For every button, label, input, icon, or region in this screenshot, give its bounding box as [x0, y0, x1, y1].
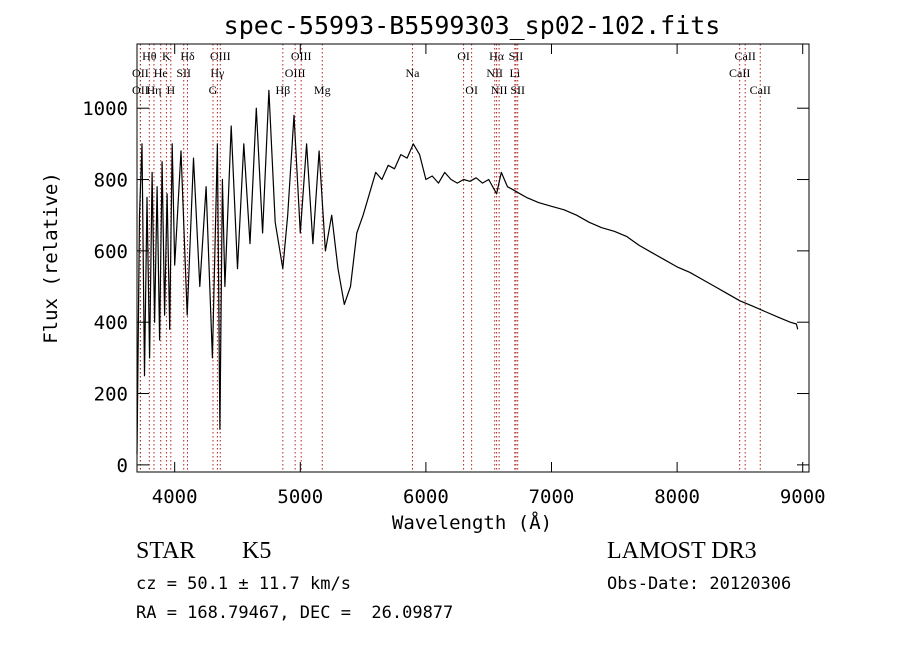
object-class-label: STAR: [136, 538, 196, 564]
marker-label-24: SII: [510, 83, 525, 97]
marker-label-20: NII: [486, 66, 503, 80]
marker-label-3: He: [154, 66, 168, 80]
marker-label-23: Li: [509, 66, 520, 80]
y-tick-label-2: 400: [94, 312, 128, 334]
x-tick-label-1: 5000: [277, 486, 323, 508]
x-tick-label-3: 7000: [529, 486, 575, 508]
plot-frame: [136, 43, 810, 473]
marker-label-4: Hη: [146, 83, 161, 97]
subclass-label: K5: [242, 538, 272, 564]
y-tick-label-3: 600: [94, 241, 128, 263]
marker-label-2: OII: [132, 83, 149, 97]
marker-label-13: OIII: [291, 49, 312, 63]
cz-readout: cz = 50.1 ± 11.7 km/s: [136, 574, 351, 594]
obs-date-readout: Obs-Date: 20120306: [607, 574, 792, 594]
series-line-flux: [136, 89, 799, 455]
marker-label-0: Hθ: [142, 49, 157, 63]
marker-label-7: H: [166, 83, 175, 97]
marker-label-17: OI: [457, 49, 470, 63]
series-group: [136, 89, 799, 455]
marker-label-9: OIII: [210, 49, 231, 63]
marker-label-15: Mg: [314, 83, 331, 97]
survey-label: LAMOST DR3: [607, 538, 757, 564]
coordinates-readout: RA = 168.79467, DEC = 26.09877: [136, 603, 454, 623]
x-axis-label: Wavelength (Å): [392, 511, 552, 534]
marker-label-12: Hβ: [275, 83, 290, 97]
x-tick-label-5: 9000: [780, 486, 826, 508]
marker-label-19: Hα: [489, 49, 505, 63]
chart-title: spec-55993-B5599303_sp02-102.fits: [224, 11, 721, 40]
marker-label-25: CaII: [735, 49, 756, 63]
marker-label-27: CaII: [750, 83, 771, 97]
marker-label-22: SII: [509, 49, 524, 63]
x-tick-label-4: 8000: [654, 486, 700, 508]
marker-label-6: SII: [176, 66, 191, 80]
x-tick-label-0: 4000: [152, 486, 198, 508]
marker-label-16: Na: [405, 66, 420, 80]
x-axis-ticks: 4000 5000 6000 7000 8000 9000: [152, 44, 826, 508]
x-tick-label-2: 6000: [403, 486, 449, 508]
marker-label-26: CaII: [729, 66, 750, 80]
marker-label-18: OI: [465, 83, 478, 97]
marker-label-8: Hδ: [180, 49, 195, 63]
marker-label-14: OIII: [285, 66, 306, 80]
y-tick-label-1: 200: [94, 384, 128, 406]
marker-label-10: Hγ: [210, 66, 225, 80]
y-tick-label-0: 0: [117, 455, 128, 477]
y-axis-ticks: 0 200 400 600 800 1000: [82, 98, 809, 477]
y-tick-label-5: 1000: [82, 98, 128, 120]
marker-label-5: K: [162, 49, 171, 63]
y-tick-label-4: 800: [94, 170, 128, 192]
y-axis-label: Flux (relative): [40, 172, 62, 344]
marker-label-21: NII: [491, 83, 508, 97]
marker-label-11: G: [209, 83, 218, 97]
